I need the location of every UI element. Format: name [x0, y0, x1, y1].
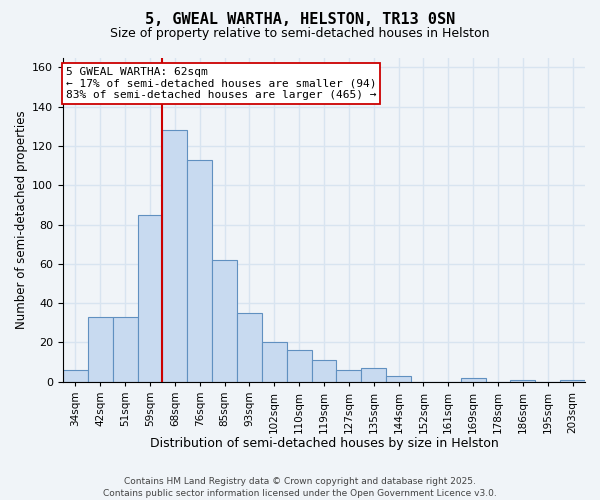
Bar [137, 214, 163, 382]
Bar [311, 360, 337, 382]
Bar [461, 378, 485, 382]
Text: 5 GWEAL WARTHA: 62sqm
← 17% of semi-detached houses are smaller (94)
83% of semi: 5 GWEAL WARTHA: 62sqm ← 17% of semi-deta… [65, 67, 376, 100]
Bar [262, 342, 287, 382]
Bar [386, 376, 411, 382]
Bar [212, 260, 237, 382]
Bar [163, 130, 187, 382]
Bar [237, 313, 262, 382]
Text: 5, GWEAL WARTHA, HELSTON, TR13 0SN: 5, GWEAL WARTHA, HELSTON, TR13 0SN [145, 12, 455, 28]
X-axis label: Distribution of semi-detached houses by size in Helston: Distribution of semi-detached houses by … [149, 437, 499, 450]
Y-axis label: Number of semi-detached properties: Number of semi-detached properties [15, 110, 28, 329]
Text: Size of property relative to semi-detached houses in Helston: Size of property relative to semi-detach… [110, 28, 490, 40]
Bar [113, 317, 137, 382]
Bar [88, 317, 113, 382]
Bar [187, 160, 212, 382]
Bar [337, 370, 361, 382]
Text: Contains HM Land Registry data © Crown copyright and database right 2025.
Contai: Contains HM Land Registry data © Crown c… [103, 476, 497, 498]
Bar [63, 370, 88, 382]
Bar [287, 350, 311, 382]
Bar [361, 368, 386, 382]
Bar [560, 380, 585, 382]
Bar [511, 380, 535, 382]
